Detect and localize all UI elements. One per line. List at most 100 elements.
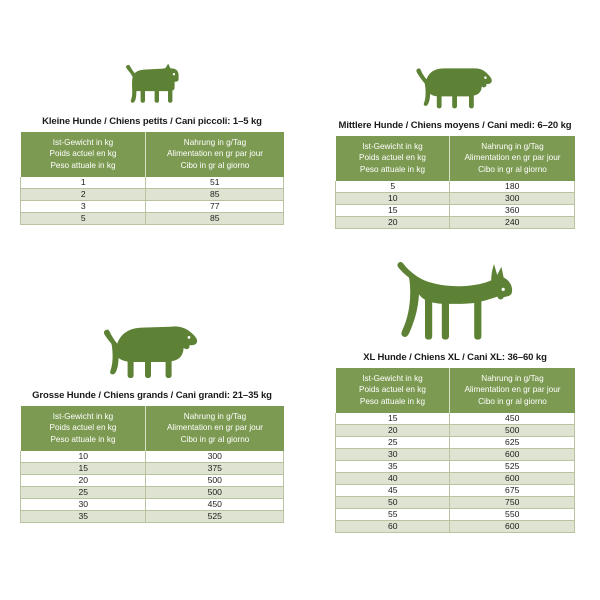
cell-weight: 50 xyxy=(334,496,451,510)
table-row: 35 525 xyxy=(19,510,284,524)
cell-weight: 5 xyxy=(19,212,147,226)
feeding-table-xl: Ist-Gewicht in kg Poids actuel en kg Pes… xyxy=(334,368,575,534)
header-food-it: Cibo in gr al giorno xyxy=(478,164,547,174)
table-body: 15 450 20 500 25 625 30 600 35 525 40 600 45 675 50 750… xyxy=(334,413,575,534)
header-weight-de: Ist-Gewicht in kg xyxy=(52,138,114,147)
table-row: 20 500 xyxy=(334,424,575,438)
medium-dog-figure xyxy=(335,62,575,114)
xl-dog-icon xyxy=(397,262,513,340)
table-row: 35 525 xyxy=(334,460,575,474)
table-row: 30 600 xyxy=(334,448,575,462)
table-row: 60 600 xyxy=(334,520,575,534)
cell-food: 625 xyxy=(449,436,575,450)
cell-food: 750 xyxy=(449,496,575,510)
cell-weight: 10 xyxy=(334,192,451,206)
table-row: 10 300 xyxy=(19,451,284,464)
table-row: 15 360 xyxy=(334,204,575,218)
header-food: Nahrung in g/Tag Alimentation en gr par … xyxy=(145,406,284,452)
header-weight-fr: Poids actuel en kg xyxy=(49,423,117,433)
table-row: 40 600 xyxy=(334,472,575,486)
table-body: 5 180 10 300 15 360 20 240 xyxy=(334,181,575,230)
cell-food: 525 xyxy=(145,510,284,524)
cell-weight: 15 xyxy=(19,462,147,476)
cell-food: 51 xyxy=(145,177,284,190)
panel-small-dogs: Kleine Hunde / Chiens petits / Cani picc… xyxy=(19,62,284,226)
panel-medium-dogs: Mittlere Hunde / Chiens moyens / Cani me… xyxy=(334,62,575,230)
header-weight: Ist-Gewicht in kg Poids actuel en kg Pes… xyxy=(335,368,450,414)
header-food-de: Nahrung in g/Tag xyxy=(481,142,544,151)
header-weight-de: Ist-Gewicht in kg xyxy=(362,374,423,383)
cell-weight: 15 xyxy=(334,413,451,426)
header-weight: Ist-Gewicht in kg Poids actuel en kg Pes… xyxy=(20,406,146,452)
xl-dog-figure xyxy=(335,262,575,346)
feeding-table-medium: Ist-Gewicht in kg Poids actuel en kg Pes… xyxy=(334,136,575,230)
panel-xl-dogs: XL Hunde / Chiens XL / Cani XL: 36–60 kg… xyxy=(334,262,575,534)
small-dog-icon xyxy=(125,63,179,103)
cell-food: 500 xyxy=(449,424,575,438)
panel-title: Kleine Hunde / Chiens petits / Cani picc… xyxy=(42,116,262,127)
panel-title: XL Hunde / Chiens XL / Cani XL: 36–60 kg xyxy=(363,352,547,363)
cell-weight: 3 xyxy=(19,200,147,214)
cell-food: 500 xyxy=(145,474,284,488)
header-weight-de: Ist-Gewicht in kg xyxy=(362,142,423,151)
cell-weight: 5 xyxy=(334,181,451,194)
header-weight-fr: Poids actuel en kg xyxy=(49,149,117,159)
cell-food: 600 xyxy=(449,472,575,486)
table-body: 10 300 15 375 20 500 25 500 30 450 35 525 xyxy=(19,451,284,524)
feeding-table-small: Ist-Gewicht in kg Poids actuel en kg Pes… xyxy=(19,132,284,226)
header-food-fr: Alimentation en gr par jour xyxy=(166,149,263,159)
header-food-de: Nahrung in g/Tag xyxy=(183,138,247,147)
table-row: 30 450 xyxy=(19,498,284,512)
cell-food: 240 xyxy=(449,216,575,230)
cell-food: 300 xyxy=(145,451,284,464)
cell-food: 300 xyxy=(449,192,575,206)
feeding-table-large: Ist-Gewicht in kg Poids actuel en kg Pes… xyxy=(19,406,284,524)
table-header-row: Ist-Gewicht in kg Poids actuel en kg Pes… xyxy=(335,368,575,414)
table-row: 1 51 xyxy=(19,177,284,190)
panel-large-dogs: Grosse Hunde / Chiens grands / Cani gran… xyxy=(19,322,284,524)
cell-weight: 30 xyxy=(334,448,451,462)
header-weight-fr: Poids actuel en kg xyxy=(359,385,426,395)
table-row: 2 85 xyxy=(19,188,284,202)
header-weight: Ist-Gewicht in kg Poids actuel en kg Pes… xyxy=(335,136,450,182)
table-header-row: Ist-Gewicht in kg Poids actuel en kg Pes… xyxy=(20,406,284,452)
cell-food: 375 xyxy=(145,462,284,476)
header-food-it: Cibo in gr al giorno xyxy=(180,160,250,170)
table-row: 50 750 xyxy=(334,496,575,510)
panel-title: Mittlere Hunde / Chiens moyens / Cani me… xyxy=(338,120,572,131)
table-row: 3 77 xyxy=(19,200,284,214)
cell-weight: 40 xyxy=(334,472,451,486)
header-food-de: Nahrung in g/Tag xyxy=(183,412,247,421)
table-header-row: Ist-Gewicht in kg Poids actuel en kg Pes… xyxy=(335,136,575,182)
header-food-fr: Alimentation en gr par jour xyxy=(166,423,263,433)
cell-food: 85 xyxy=(145,188,284,202)
table-row: 15 375 xyxy=(19,462,284,476)
cell-food: 675 xyxy=(449,484,575,498)
cell-weight: 35 xyxy=(334,460,451,474)
cell-weight: 25 xyxy=(19,486,147,500)
table-row: 25 500 xyxy=(19,486,284,500)
table-row: 10 300 xyxy=(334,192,575,206)
table-row: 15 450 xyxy=(334,413,575,426)
table-header-row: Ist-Gewicht in kg Poids actuel en kg Pes… xyxy=(20,132,284,178)
cell-food: 600 xyxy=(449,520,575,534)
cell-food: 450 xyxy=(145,498,284,512)
header-weight-fr: Poids actuel en kg xyxy=(359,153,426,163)
cell-weight: 20 xyxy=(334,216,451,230)
header-food: Nahrung in g/Tag Alimentation en gr par … xyxy=(449,136,575,182)
small-dog-figure xyxy=(20,62,284,110)
cell-weight: 60 xyxy=(334,520,451,534)
cell-weight: 20 xyxy=(19,474,147,488)
header-food-it: Cibo in gr al giorno xyxy=(478,396,547,406)
header-weight: Ist-Gewicht in kg Poids actuel en kg Pes… xyxy=(20,132,146,178)
header-food: Nahrung in g/Tag Alimentation en gr par … xyxy=(145,132,284,178)
header-food-fr: Alimentation en gr par jour xyxy=(464,385,561,395)
table-row: 5 85 xyxy=(19,212,284,226)
table-row: 20 240 xyxy=(334,216,575,230)
cell-food: 85 xyxy=(145,212,284,226)
table-row: 45 675 xyxy=(334,484,575,498)
header-food-fr: Alimentation en gr par jour xyxy=(464,153,561,163)
table-row: 55 550 xyxy=(334,508,575,522)
cell-food: 550 xyxy=(449,508,575,522)
header-food: Nahrung in g/Tag Alimentation en gr par … xyxy=(449,368,575,414)
